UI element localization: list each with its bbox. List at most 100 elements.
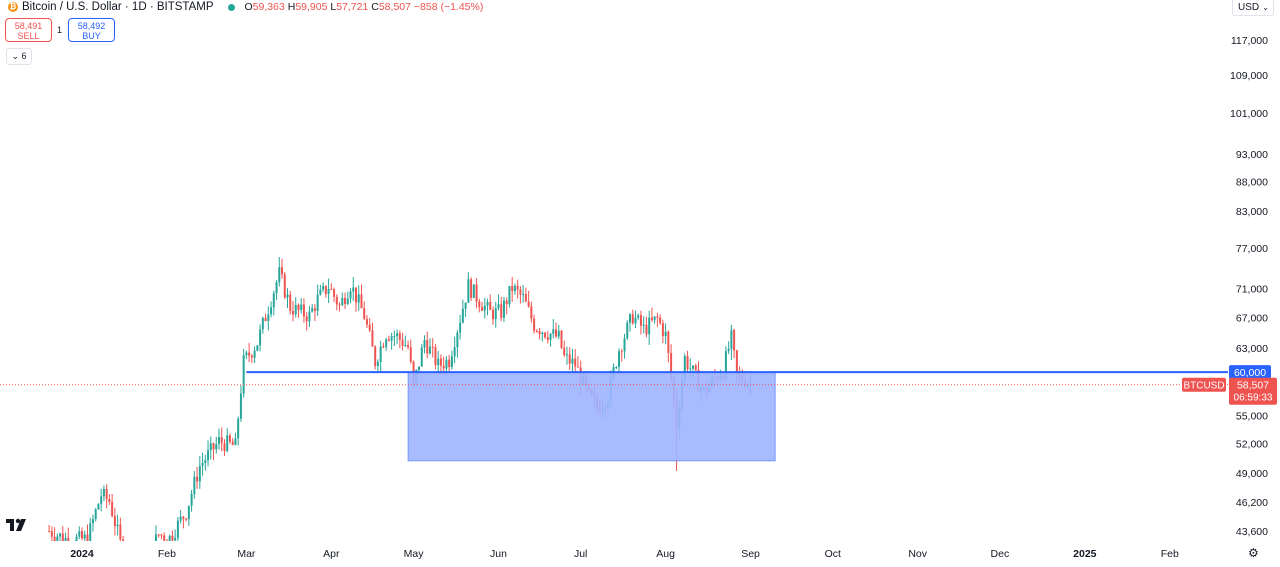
sell-button[interactable]: 58,491 SELL (5, 18, 52, 42)
candle-body (686, 356, 689, 369)
overlays-group (0, 371, 1228, 462)
candle-body (552, 329, 555, 334)
price-tick-label: 55,000 (1236, 410, 1268, 422)
price-axis-bg (1228, 0, 1280, 567)
buy-button[interactable]: 58,492 BUY (68, 18, 115, 42)
candle-body (270, 307, 273, 315)
candle-body (481, 307, 484, 311)
candle-body (483, 305, 486, 311)
candle-body (428, 346, 431, 354)
candle-body (568, 354, 571, 364)
candle-body (78, 531, 81, 537)
candle-body (642, 324, 645, 326)
candle-body (667, 331, 670, 353)
time-axis-bg (0, 541, 1280, 567)
candle-body (398, 333, 401, 340)
candle-body (220, 437, 223, 444)
gear-icon[interactable]: ⚙ (1248, 546, 1259, 560)
candle-body (352, 287, 355, 292)
candle-body (661, 323, 664, 337)
candle-body (379, 346, 382, 363)
candle-body (492, 309, 494, 320)
tradingview-logo-icon[interactable] (6, 517, 32, 533)
candle-body (97, 504, 100, 510)
candle-body (302, 304, 305, 317)
chevron-down-icon: ⌄ (1262, 3, 1269, 12)
candle-body (338, 304, 341, 306)
candle-body (291, 310, 294, 315)
time-tick-label: Apr (323, 548, 340, 560)
candle-body (253, 350, 256, 358)
price-tick-label: 63,000 (1236, 343, 1268, 355)
time-tick-label: Feb (158, 548, 176, 560)
candle-body (212, 443, 215, 450)
candle-body (407, 345, 410, 348)
candle-body (278, 267, 281, 283)
time-tick-label: May (404, 548, 425, 560)
candle-body (163, 535, 166, 541)
candle-body (231, 441, 234, 445)
candle-body (226, 435, 229, 451)
candle-body (198, 465, 201, 482)
candle-body (653, 316, 656, 320)
candle-body (442, 365, 445, 369)
candle-body (544, 332, 547, 338)
candle-body (629, 314, 631, 323)
candle-body (461, 308, 464, 323)
candle-body (56, 536, 59, 541)
candle-body (259, 329, 262, 346)
candle-body (324, 285, 327, 294)
candle-body (637, 315, 640, 318)
candle-body (365, 319, 368, 325)
candle-body (522, 294, 525, 296)
candle-body (535, 330, 538, 332)
candle-body (631, 314, 634, 324)
price-tick-label: 93,000 (1236, 149, 1268, 161)
candle-body (207, 450, 210, 461)
candle-body (724, 351, 727, 379)
candle-body (248, 352, 251, 356)
candle-body (670, 352, 673, 378)
candle-body (154, 534, 157, 541)
currency-select[interactable]: USD ⌄ (1232, 0, 1274, 16)
indicators-toggle[interactable]: ⌄ 6 (6, 48, 32, 65)
candle-body (102, 488, 105, 497)
candle-body (50, 531, 53, 537)
candle-body (450, 356, 453, 368)
candle-body (475, 284, 478, 302)
candle-body (546, 337, 549, 340)
candle-body (171, 535, 174, 541)
candle-body (505, 300, 508, 305)
candle-body (486, 301, 489, 306)
candle-body (286, 294, 289, 298)
sell-label: SELL (17, 31, 40, 41)
candle-body (48, 531, 51, 532)
candle-body (75, 536, 78, 541)
candle-body (656, 316, 659, 318)
candle-body (371, 330, 374, 347)
level-price-label: 60,000 (1234, 367, 1266, 379)
time-tick-label: 2025 (1073, 548, 1097, 560)
candle-body (157, 534, 160, 536)
candle-body (368, 324, 371, 331)
candle-body (305, 316, 308, 322)
candle-body (448, 359, 451, 368)
candle-body (420, 347, 423, 367)
candle-body (61, 533, 64, 541)
candle-body (327, 289, 330, 294)
candle-body (64, 537, 67, 541)
candle-body (187, 505, 190, 520)
candle-body (185, 518, 188, 520)
candle-body (533, 318, 536, 331)
candle-body (311, 308, 314, 312)
price-tick-label: 71,000 (1236, 283, 1268, 295)
price-tick-label: 83,000 (1236, 206, 1268, 218)
symbol-title[interactable]: Bitcoin / U.S. Dollar · 1D · BITSTAMP (22, 1, 214, 13)
candle-body (363, 308, 366, 320)
candle-body (497, 304, 500, 309)
candle-body (308, 311, 311, 322)
candle-body (182, 516, 185, 519)
candle-body (176, 520, 179, 538)
candle-body (502, 300, 505, 318)
